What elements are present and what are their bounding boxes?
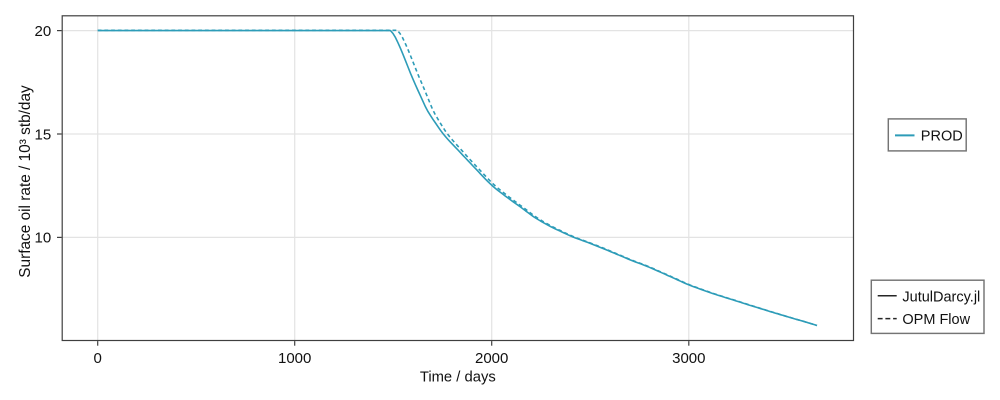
svg-text:3000: 3000 — [672, 350, 705, 367]
svg-text:Surface oil rate / 10³ stb/day: Surface oil rate / 10³ stb/day — [17, 85, 34, 278]
svg-text:15: 15 — [35, 126, 52, 143]
svg-text:2000: 2000 — [475, 350, 508, 367]
svg-text:10: 10 — [35, 230, 52, 247]
svg-text:PROD: PROD — [921, 129, 963, 145]
svg-text:20: 20 — [35, 23, 52, 40]
svg-text:1000: 1000 — [278, 350, 311, 367]
svg-text:JutulDarcy.jl: JutulDarcy.jl — [902, 290, 980, 306]
svg-text:OPM Flow: OPM Flow — [902, 312, 970, 328]
svg-text:0: 0 — [94, 350, 102, 367]
svg-text:Time / days: Time / days — [420, 369, 496, 385]
